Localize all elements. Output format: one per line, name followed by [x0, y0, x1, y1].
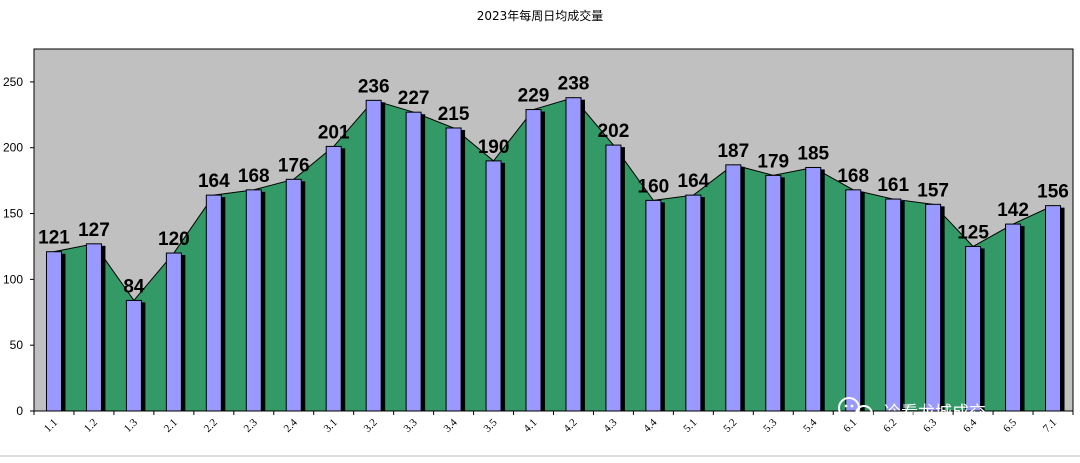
- bar: [365, 99, 382, 412]
- bar: [845, 189, 862, 412]
- x-tick-label: 2.2: [202, 417, 220, 435]
- bar: [405, 111, 422, 412]
- data-label: 227: [398, 88, 430, 109]
- x-tick-label: 5.2: [721, 417, 739, 435]
- wechat-icon: [838, 397, 873, 423]
- x-tick-label: 2.1: [162, 417, 180, 435]
- x-tick-label: 1.2: [82, 417, 100, 435]
- bar: [885, 198, 902, 412]
- y-tick-label: 200: [3, 141, 23, 155]
- x-tick-label: 4.2: [561, 417, 579, 435]
- x-tick-label: 6.5: [1001, 416, 1020, 435]
- bar: [685, 194, 702, 412]
- x-tick-label: 7.1: [1041, 417, 1059, 435]
- data-label-layer: 121 127 84 120 164 168 176 201 236 227 215 190 229 23…: [38, 74, 1069, 298]
- y-tick-label: 150: [3, 207, 23, 221]
- bar-series-layer: [45, 97, 1065, 412]
- data-label: 229: [518, 86, 550, 107]
- x-tick-label: 2.4: [282, 416, 301, 435]
- bar: [205, 194, 222, 412]
- bar: [525, 109, 542, 412]
- data-label: 215: [438, 104, 470, 125]
- chart-title: 2023年每周日均成交量: [477, 8, 604, 23]
- bar: [1005, 223, 1022, 412]
- data-label: 160: [638, 176, 670, 197]
- data-label: 168: [837, 166, 869, 187]
- bar: [85, 243, 102, 412]
- x-tick-label: 4.1: [521, 417, 539, 435]
- y-tick-label: 0: [16, 404, 23, 418]
- data-label: 238: [558, 74, 590, 95]
- bar: [1045, 205, 1062, 412]
- data-label: 236: [358, 76, 390, 97]
- bar: [765, 174, 782, 412]
- axes: 0 50 100 150 200 250 1.1 1.2 1.3 2.1 2.2 2.3 2.4 3.1 3…: [0, 49, 1080, 457]
- x-tick-label: 5.1: [681, 417, 699, 435]
- x-tick-label: 3.5: [481, 416, 500, 435]
- data-label: 121: [38, 228, 70, 249]
- bar: [725, 164, 742, 412]
- bar: [125, 299, 142, 412]
- x-tick-label: 3.4: [442, 416, 461, 435]
- bar: [565, 97, 582, 412]
- watermark: 冷看龙城成交: [838, 397, 986, 423]
- bar: [45, 251, 62, 412]
- bar: [805, 166, 822, 412]
- bar: [445, 127, 462, 412]
- bar: [645, 199, 662, 412]
- data-label: 179: [757, 151, 789, 172]
- bar: [165, 252, 182, 412]
- data-label: 185: [797, 143, 829, 164]
- data-label: 168: [238, 166, 270, 187]
- data-label: 202: [598, 121, 630, 142]
- data-label: 187: [717, 141, 749, 162]
- x-tick-label: 3.2: [362, 417, 380, 435]
- y-tick-label: 100: [3, 272, 23, 286]
- x-tick-label: 5.4: [801, 416, 820, 435]
- y-tick-label: 50: [10, 338, 24, 352]
- watermark-text: 冷看龙城成交: [884, 403, 986, 423]
- x-tick-label: 5.3: [761, 416, 780, 435]
- data-label: 164: [198, 171, 230, 192]
- x-tick-label: 1.3: [122, 416, 141, 435]
- bar: [245, 189, 262, 412]
- data-label: 157: [917, 180, 949, 201]
- bar: [325, 145, 342, 412]
- data-label: 156: [1037, 182, 1069, 203]
- data-label: 161: [877, 175, 909, 196]
- x-tick-label: 2.3: [242, 416, 261, 435]
- x-tick-label: 4.3: [601, 416, 620, 435]
- bar: [485, 160, 502, 412]
- data-label: 125: [957, 222, 989, 243]
- bar: [965, 245, 982, 412]
- data-label: 127: [78, 220, 110, 241]
- bar: [605, 144, 622, 412]
- data-label: 84: [123, 276, 145, 297]
- data-label: 164: [678, 171, 710, 192]
- x-tick-label: 4.4: [641, 416, 660, 435]
- x-tick-label: 3.1: [322, 417, 340, 435]
- data-label: 190: [478, 137, 510, 158]
- data-label: 201: [318, 122, 350, 143]
- x-tick-label: 1.1: [42, 417, 60, 435]
- y-tick-label: 250: [3, 75, 23, 89]
- bar: [285, 178, 302, 412]
- data-label: 120: [158, 229, 190, 250]
- bar: [925, 203, 942, 412]
- data-label: 142: [997, 200, 1029, 221]
- data-label: 176: [278, 155, 310, 176]
- x-tick-label: 6.1: [841, 417, 859, 435]
- x-tick-label: 3.3: [402, 416, 421, 435]
